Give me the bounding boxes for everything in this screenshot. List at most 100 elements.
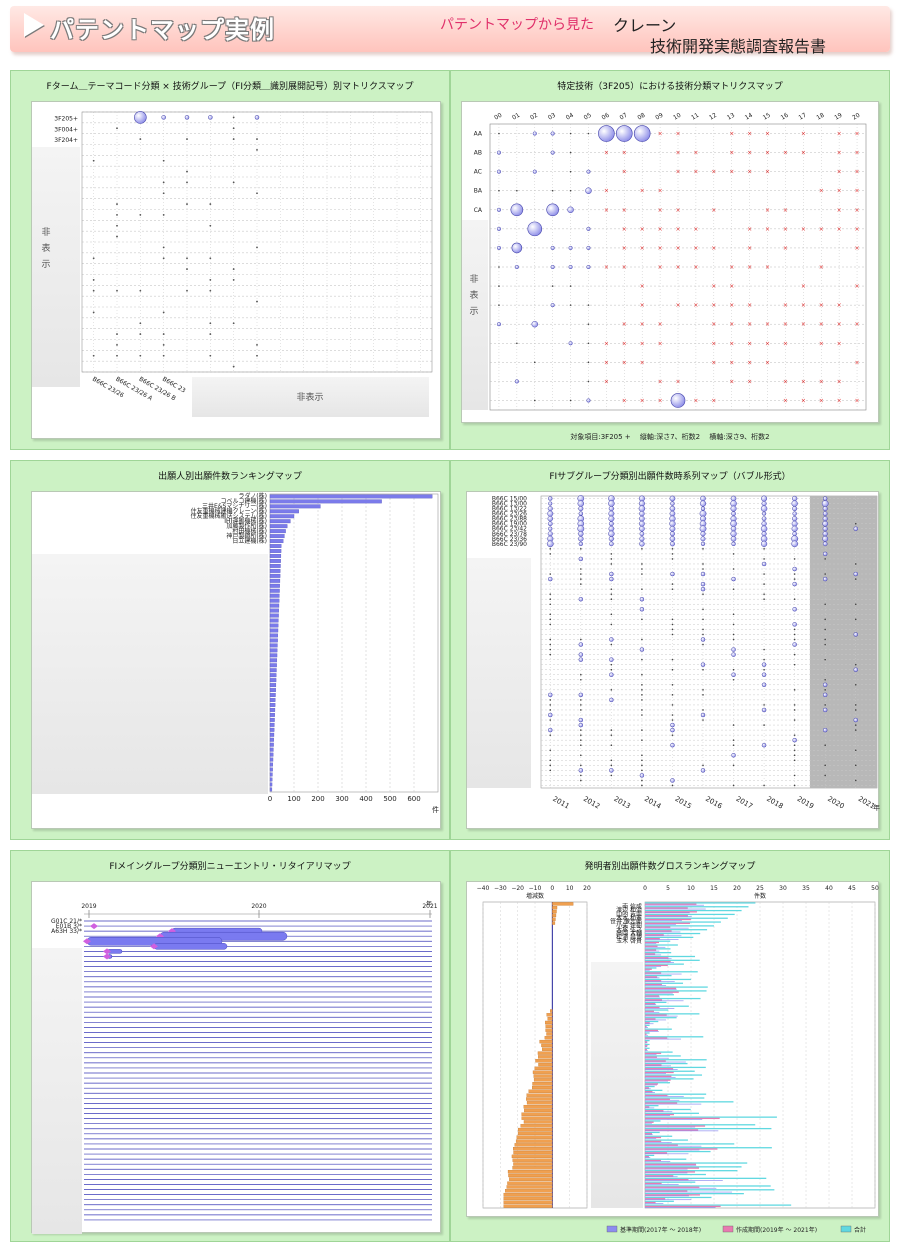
timeline-bubble [822, 707, 828, 713]
base-bar [645, 1191, 733, 1193]
base-bar [645, 1103, 702, 1105]
zero-mark: × [729, 169, 734, 176]
inventor-name: 玉木 啓貴 [616, 937, 642, 945]
right-axis-label: 件数 [754, 892, 766, 900]
timeline-bubble [822, 551, 828, 557]
timeline-point [824, 643, 826, 646]
matrix-point [256, 300, 258, 303]
timeline-bubble [669, 541, 675, 547]
matrix-point [569, 304, 572, 306]
right-tick-label: 20 [733, 885, 741, 892]
timeline-bubble [669, 505, 676, 512]
timeline-bubble [853, 571, 858, 577]
zero-mark: × [622, 264, 627, 271]
timeline-point [793, 754, 796, 757]
right-tick-label: 15 [710, 885, 718, 892]
zero-mark: × [855, 283, 860, 290]
zero-mark: × [855, 131, 860, 138]
total-bar [645, 925, 714, 927]
period-bar [645, 991, 679, 993]
timeline-point [671, 668, 674, 671]
applicant-name: 日立建機(株) [232, 537, 267, 545]
timeline-point [824, 689, 826, 691]
timeline-bubble [639, 531, 645, 537]
ranking-bar [269, 678, 277, 683]
matrix-point [516, 342, 518, 345]
right-tick-label: 30 [779, 885, 787, 892]
matrix-bubble [531, 320, 539, 328]
timeline-bubble [761, 742, 767, 748]
base-bar [645, 1050, 648, 1051]
period-bar [645, 1060, 666, 1062]
total-bar [645, 1040, 650, 1042]
timeline-point [793, 784, 796, 787]
x-tick-label: 2021 [422, 903, 437, 910]
legend-swatch [840, 1225, 852, 1233]
matrix-point [569, 151, 572, 154]
panel-title: 特定技術（3F205）における技術分類マトリクスマップ [557, 82, 783, 92]
base-bar [645, 920, 682, 921]
timeline-point [732, 568, 735, 570]
ranking-bar [269, 559, 281, 563]
report-banner: パテントマップ実例 パテントマップから見た クレーン 技術開発実態調査報告書 [10, 6, 890, 56]
timeline-point [641, 673, 643, 676]
base-bar [645, 1145, 702, 1147]
period-bar [645, 1010, 654, 1012]
matrix-bubble [568, 245, 573, 250]
zero-mark: × [837, 226, 842, 233]
zero-mark: × [604, 188, 609, 195]
zero-mark: × [675, 207, 680, 214]
timeline-point [702, 764, 704, 767]
zero-mark: × [658, 397, 663, 404]
base-bar [645, 989, 677, 990]
zero-mark: × [837, 340, 842, 347]
timeline-point [763, 593, 765, 595]
timeline-point [671, 719, 674, 721]
diff-bar [537, 1051, 553, 1055]
timeline-bubble [761, 561, 767, 567]
panel-title: FIサブグループ分類別出願件数時系列マップ（バブル形式） [549, 472, 791, 482]
plot-frame [269, 493, 439, 793]
diff-bar [513, 1150, 553, 1155]
matrix-point [186, 268, 188, 270]
diff-bar [552, 921, 556, 925]
period-bar [645, 1083, 659, 1085]
matrix-bubble [546, 203, 559, 217]
base-bar [645, 1134, 653, 1136]
timeline-bubble [639, 515, 645, 522]
timeline-bubble [670, 571, 675, 577]
x-tick-label: 2020 [251, 903, 266, 910]
ranking-bar [269, 519, 291, 524]
zero-mark: × [675, 378, 680, 385]
ranking-bar [269, 712, 275, 717]
timeline-point [641, 699, 643, 701]
timeline-point [793, 578, 796, 580]
timeline-bubble [822, 727, 828, 733]
diff-bar [545, 1020, 553, 1025]
matrix-point [139, 322, 142, 325]
title-arrow-icon [24, 13, 44, 37]
total-bar [645, 1078, 694, 1080]
matrix-bubble [514, 379, 519, 384]
total-bar [645, 1055, 681, 1057]
timeline-point [580, 673, 582, 676]
timeline-point [580, 739, 582, 741]
hidden-section [462, 220, 488, 410]
matrix-point [209, 289, 212, 292]
matrix-point [256, 344, 258, 346]
timeline-bubble [578, 717, 584, 723]
timeline-bubble [791, 495, 798, 502]
inventor-ranking-chart: −40 −30 −20 −10 0 10 20 増減数 0 5 10 15 20 25 30 35 40 45 50… [477, 885, 879, 1209]
timeline-point [671, 658, 674, 661]
zero-mark: × [640, 359, 645, 366]
timeline-bubble [792, 607, 797, 612]
base-bar [645, 1054, 657, 1055]
legend-label: 作成期間(2019年 ～ 2021年) [736, 1226, 817, 1234]
total-bar [645, 1139, 688, 1141]
applicant-ranking-plot: 0 100 200 300 400 500 600 件 ラダノ(株) コベルコ建機(株) 三井E&S… [31, 491, 441, 829]
period-bar [645, 980, 662, 982]
ranking-bar [269, 539, 284, 544]
banner-subtitle-lead: パテントマップから見た [440, 17, 594, 33]
col-label: 10 [672, 112, 682, 122]
timeline-point [732, 724, 735, 726]
